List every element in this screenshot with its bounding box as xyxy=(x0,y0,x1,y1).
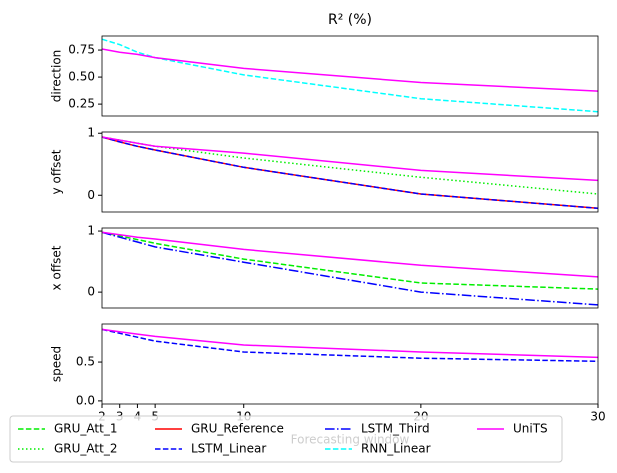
legend: GRU_Att_1 GRU_Att_2 GRU_Reference LSTM_Line… xyxy=(9,415,563,463)
y-axis-label: speed xyxy=(50,346,64,382)
series-line xyxy=(101,136,599,195)
figure-title: R² (%) xyxy=(328,12,372,28)
series-line xyxy=(101,328,599,359)
series-line xyxy=(101,48,599,92)
series-line xyxy=(101,136,599,182)
plot-frame xyxy=(101,227,599,309)
legend-label: LSTM_Third xyxy=(361,422,430,436)
legend-label: RNN_Linear xyxy=(361,442,431,456)
series-line xyxy=(101,231,599,278)
plot-frame xyxy=(101,131,599,213)
y-tick-label: 0 xyxy=(87,285,95,299)
legend-label: GRU_Att_2 xyxy=(54,442,117,456)
series-line xyxy=(101,328,599,363)
y-tick-label: 0 xyxy=(87,188,95,202)
y-axis-label: y offset xyxy=(50,149,64,194)
series-line xyxy=(101,231,599,306)
y-tick-label: 0.25 xyxy=(68,97,95,111)
y-axis-label: direction xyxy=(50,50,64,103)
legend-label: GRU_Att_1 xyxy=(54,422,117,436)
series-line xyxy=(101,38,599,113)
y-tick-label: 0.50 xyxy=(68,70,95,84)
legend-label: UniTS xyxy=(513,422,548,436)
series-line xyxy=(101,136,599,210)
y-tick-label: 1 xyxy=(87,126,95,140)
plot-frame xyxy=(101,323,599,405)
legend-label: GRU_Reference xyxy=(191,422,284,436)
legend-label: LSTM_Linear xyxy=(191,442,266,456)
legend-box xyxy=(9,415,563,463)
y-axis-label: x offset xyxy=(50,245,64,290)
y-tick-label: 0.5 xyxy=(76,355,95,369)
y-tick-label: 0.75 xyxy=(68,43,95,57)
plot-frame xyxy=(101,35,599,117)
y-tick-label: 0.0 xyxy=(76,393,95,407)
x-tick-label: 30 xyxy=(590,410,605,424)
series-line xyxy=(101,231,599,290)
y-tick-label: 1 xyxy=(87,224,95,238)
